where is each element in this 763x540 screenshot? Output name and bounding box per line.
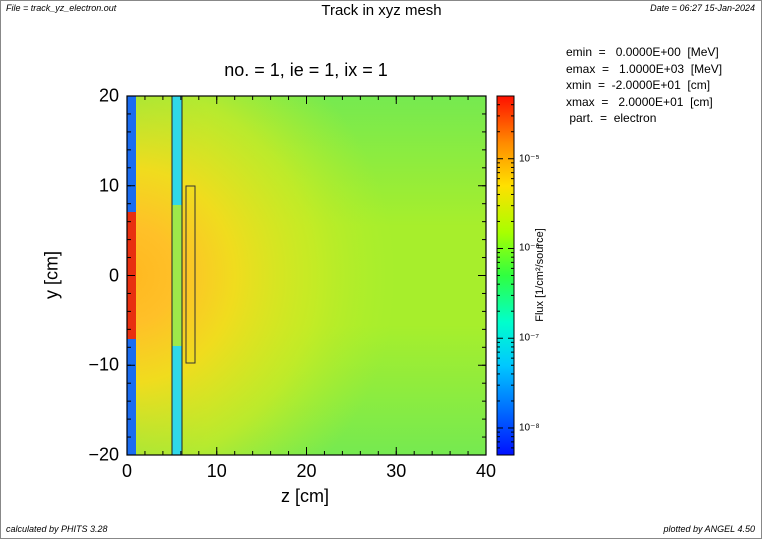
subtitle: no. = 1, ie = 1, ix = 1 [224, 60, 388, 80]
y-axis-label: y [cm] [41, 251, 62, 299]
colorbar-tick-label: 10⁻⁸ [519, 422, 540, 434]
y-tick-label: −20 [88, 444, 119, 465]
info-particle: part. = electron [566, 111, 657, 125]
info-xmax: xmax = 2.0000E+01 [cm] [566, 94, 713, 109]
colorbar-tick-label: 10⁻⁶ [519, 242, 540, 254]
x-axis-label: z [cm] [281, 486, 329, 506]
date-label: Date = 06:27 15-Jan-2024 [650, 3, 755, 13]
axis-ticks [126, 95, 487, 456]
x-tick-label: 0 [121, 461, 133, 481]
y-tick-label: −10 [88, 354, 119, 375]
info-xmin: xmin = -2.0000E+01 [cm] [566, 78, 711, 92]
x-tick-label: 10 [206, 461, 227, 481]
x-tick-label: 40 [475, 461, 497, 481]
colorbar-tick-label: 10⁻⁵ [519, 153, 540, 165]
y-tick-label: 20 [98, 85, 119, 106]
info-emax: emax = 1.0000E+03 [MeV] [566, 61, 723, 76]
flux-plume [127, 96, 486, 455]
info-block: emin = 0.0000E+00 [MeV] emax = 1.0000E+0… [566, 44, 722, 127]
chart-title: Track in xyz mesh [321, 2, 442, 19]
slab-center [172, 205, 182, 346]
y-tick-label: 0 [108, 265, 119, 285]
x-tick-label: 20 [296, 461, 317, 481]
file-label: File = track_yz_electron.out [6, 3, 117, 13]
colorbar-label: Flux [1/cm²/source] [534, 228, 546, 322]
colorbar [496, 95, 515, 456]
y-tick-label: 10 [98, 175, 119, 196]
colorbar-tick-label: 10⁻⁷ [519, 332, 540, 344]
heatmap [127, 96, 486, 455]
x-tick-label: 30 [386, 461, 407, 481]
footer-right: plotted by ANGEL 4.50 [663, 524, 755, 534]
target-box-outline [185, 185, 196, 364]
info-emin: emin = 0.0000E+00 [MeV] [566, 45, 719, 59]
footer-left: calculated by PHITS 3.28 [6, 524, 108, 534]
